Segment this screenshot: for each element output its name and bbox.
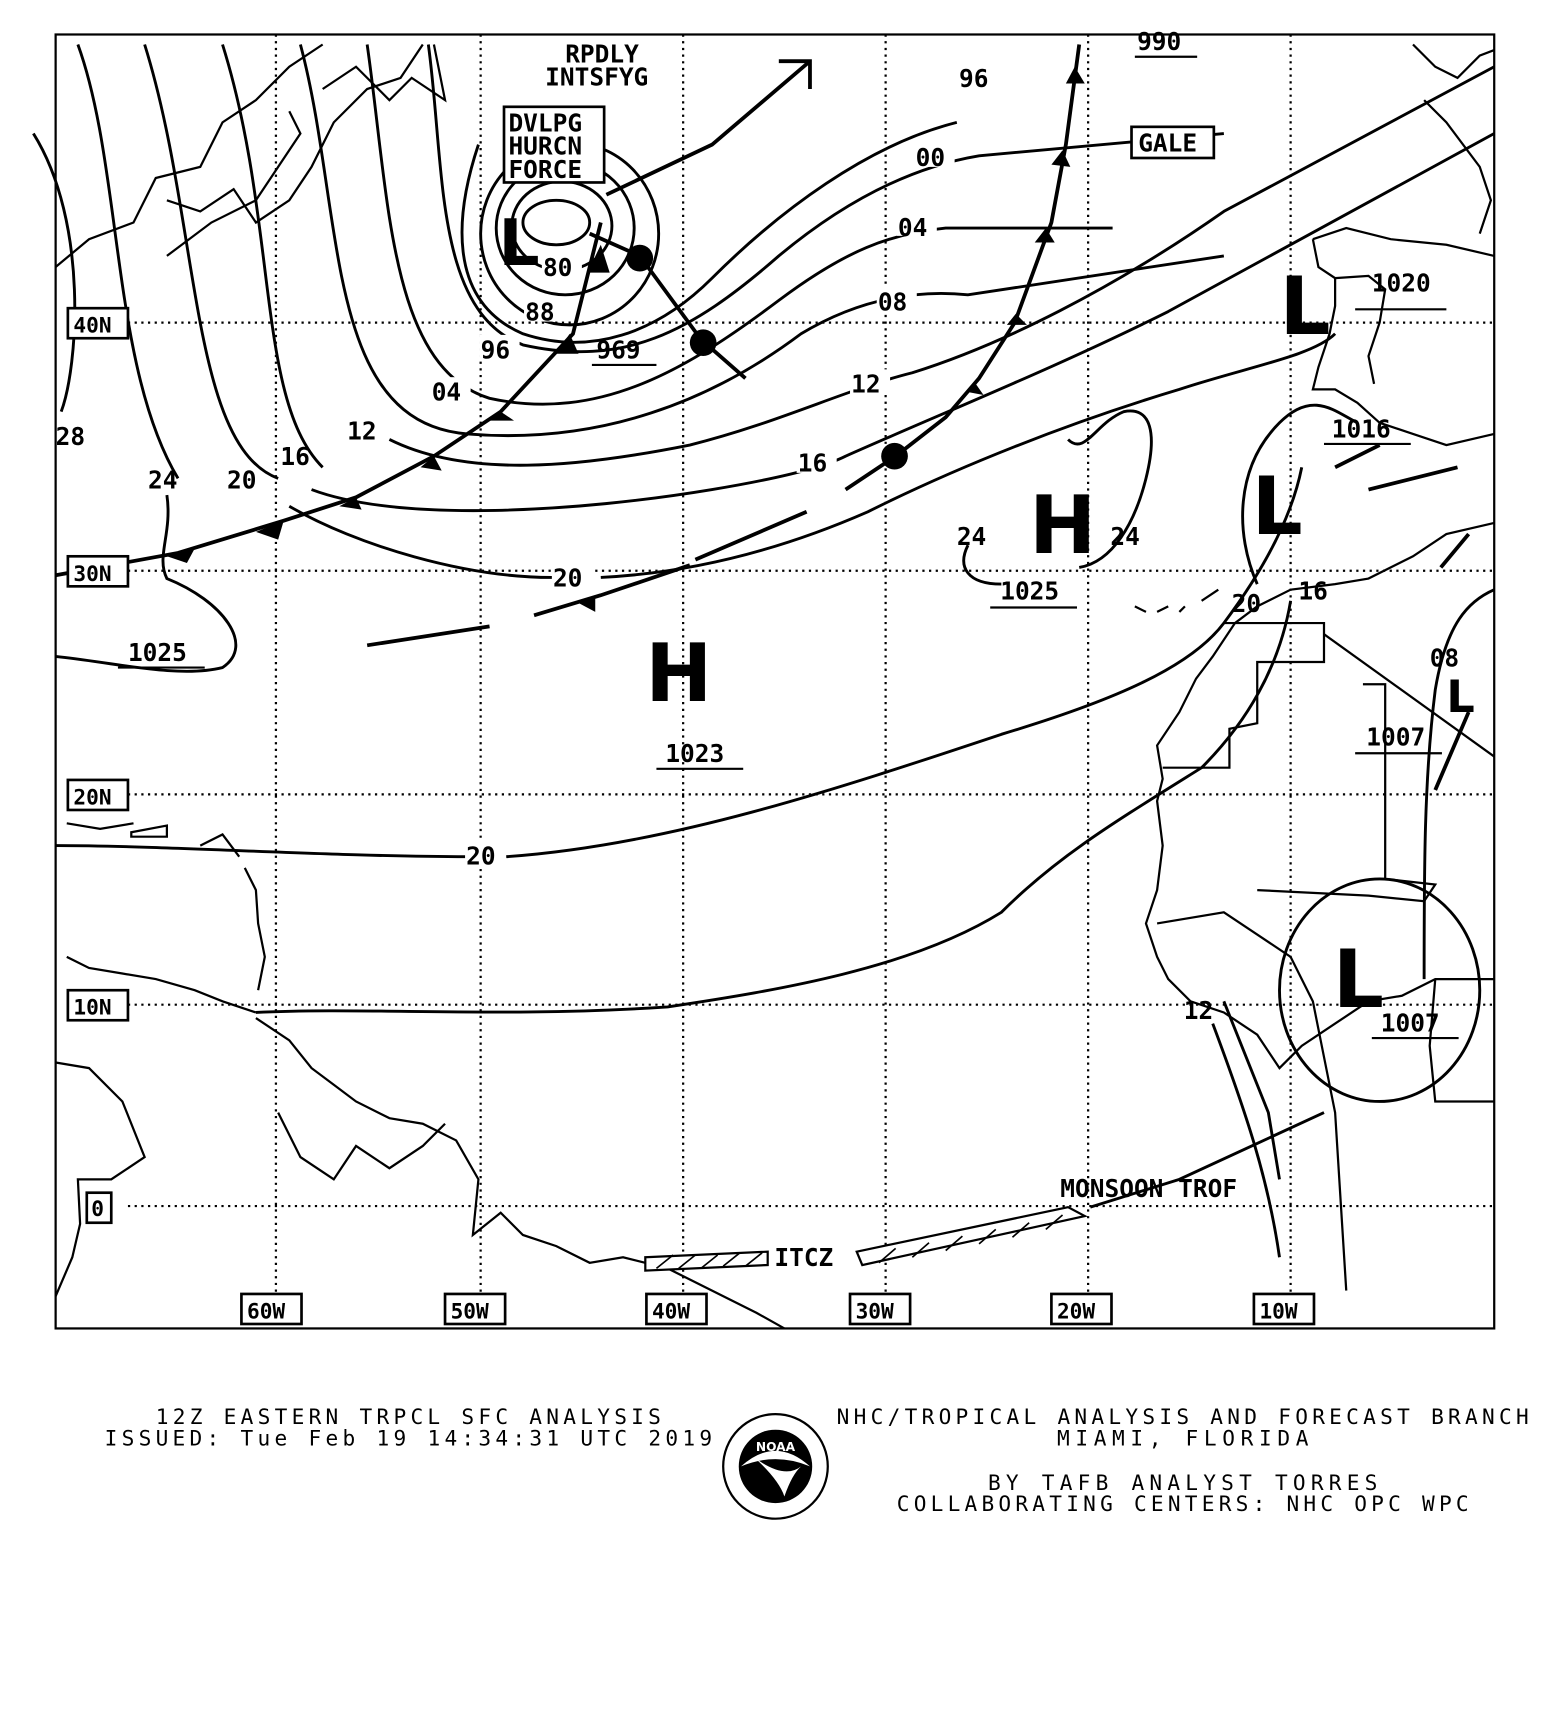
pressure-values: 969 1020 1016 1025 1025 1023 1007 1007 9…	[117, 27, 1459, 1040]
isobar-label: 04	[432, 378, 461, 407]
pressure-value: 1007	[1381, 1008, 1440, 1037]
isobar-labels: 96 00 04 08 12 16 20 20 24 24 20 16 08 1…	[56, 62, 1459, 1025]
lon-label: 40W	[652, 1298, 690, 1323]
isobar-label: 20	[466, 841, 495, 870]
isobar-label: 24	[148, 465, 177, 494]
low-center: L	[1446, 672, 1474, 723]
annotations: RPDLY INTSFYG DVLPG HURCN FORCE GALE ITC…	[502, 39, 1237, 1272]
isobar-label: 16	[280, 442, 309, 471]
isobar-label: 12	[851, 370, 880, 399]
isobar-label: 04	[898, 213, 927, 242]
lat-lon-grid	[127, 34, 1495, 1297]
isobar-label: 12	[1184, 996, 1213, 1025]
lat-label: 0	[91, 1196, 104, 1221]
isobar-label: 28	[56, 422, 85, 451]
isobar-label: 20	[1232, 589, 1261, 618]
motion-arrow	[605, 59, 812, 197]
gale-label: GALE	[1138, 128, 1197, 157]
intensifying-label: INTSFYG	[545, 63, 648, 92]
isobar-label: 08	[1430, 643, 1459, 672]
pressure-value: 1020	[1372, 269, 1431, 298]
trough	[366, 624, 490, 648]
lat-label: 30N	[73, 561, 111, 586]
noaa-logo-text: NOAA	[756, 1440, 796, 1454]
pressure-value: 1023	[665, 739, 724, 768]
pressure-value: 969	[596, 335, 640, 364]
lat-label: 20N	[73, 784, 111, 809]
pressure-value: 1025	[128, 638, 187, 667]
warning-box	[502, 105, 606, 184]
low-center: L	[498, 206, 539, 281]
isobar-label: 24	[957, 522, 986, 551]
isobar-label: 16	[1298, 577, 1327, 606]
high-center: H	[645, 627, 712, 720]
lon-label: 20W	[1057, 1298, 1095, 1323]
analysis-title: 12Z EASTERN TRPCL SFC ANALYSIS	[156, 1404, 663, 1429]
grid-labels: 60W 50W 40W 30W 20W 10W 40N 30N 20N 10N …	[66, 306, 1316, 1326]
isobars	[32, 44, 1495, 1258]
organization: NHC/TROPICAL ANALYSIS AND FORECAST BRANC…	[837, 1404, 1531, 1429]
warning-line: HURCN	[508, 132, 582, 161]
pressure-value: 1007	[1366, 722, 1425, 751]
low-center: L	[1333, 933, 1384, 1026]
pressure-centers: L L L L L H H	[498, 206, 1474, 1026]
isobar-label: 12	[347, 416, 376, 445]
isobar-label: 96	[959, 64, 988, 93]
low-center: L	[1279, 260, 1330, 353]
isobar-label: 88	[525, 297, 554, 326]
monsoon-trough-line	[1089, 1000, 1325, 1209]
isobar-label: 96	[481, 335, 510, 364]
itcz-label: ITCZ	[774, 1243, 833, 1272]
low-center: L	[1252, 460, 1303, 553]
map-frame	[54, 33, 1496, 1330]
isobar-label: 08	[878, 287, 907, 316]
lon-label: 10W	[1259, 1298, 1297, 1323]
pressure-value: 1016	[1332, 414, 1391, 443]
issued-time: ISSUED: Tue Feb 19 14:34:31 UTC 2019	[105, 1425, 715, 1450]
fronts	[55, 44, 1471, 1272]
isobar-label: 80	[543, 253, 572, 282]
gale-box	[1130, 125, 1216, 160]
high-center: H	[1029, 479, 1096, 572]
warning-line: DVLPG	[508, 108, 582, 137]
isobar-label: 16	[798, 449, 827, 478]
collaborating-centers: COLLABORATING CENTERS: NHC OPC WPC	[897, 1491, 1471, 1516]
pressure-value: 1025	[1000, 577, 1059, 606]
noaa-logo-icon: NOAA	[722, 1413, 829, 1520]
warm-front	[588, 231, 747, 380]
trough-lines	[1334, 443, 1471, 791]
lat-label: 10N	[73, 995, 111, 1020]
lon-label: 30W	[856, 1298, 894, 1323]
pressure-value: 990	[1137, 27, 1181, 56]
lat-label: 40N	[73, 313, 111, 338]
lon-label: 60W	[247, 1298, 285, 1323]
isobar-label: 20	[227, 465, 256, 494]
isobar-label: 20	[553, 563, 582, 592]
itcz-band	[644, 1205, 1088, 1272]
lon-label: 50W	[451, 1298, 489, 1323]
cold-front-triangles	[89, 244, 610, 579]
cold-front	[55, 222, 603, 578]
monsoon-trough-label: MONSOON TROF	[1060, 1174, 1237, 1203]
warning-line: FORCE	[508, 155, 582, 184]
rapidly-label: RPDLY	[565, 39, 639, 68]
isobar-label: 24	[1110, 522, 1139, 551]
isobar-label: 00	[916, 143, 945, 172]
